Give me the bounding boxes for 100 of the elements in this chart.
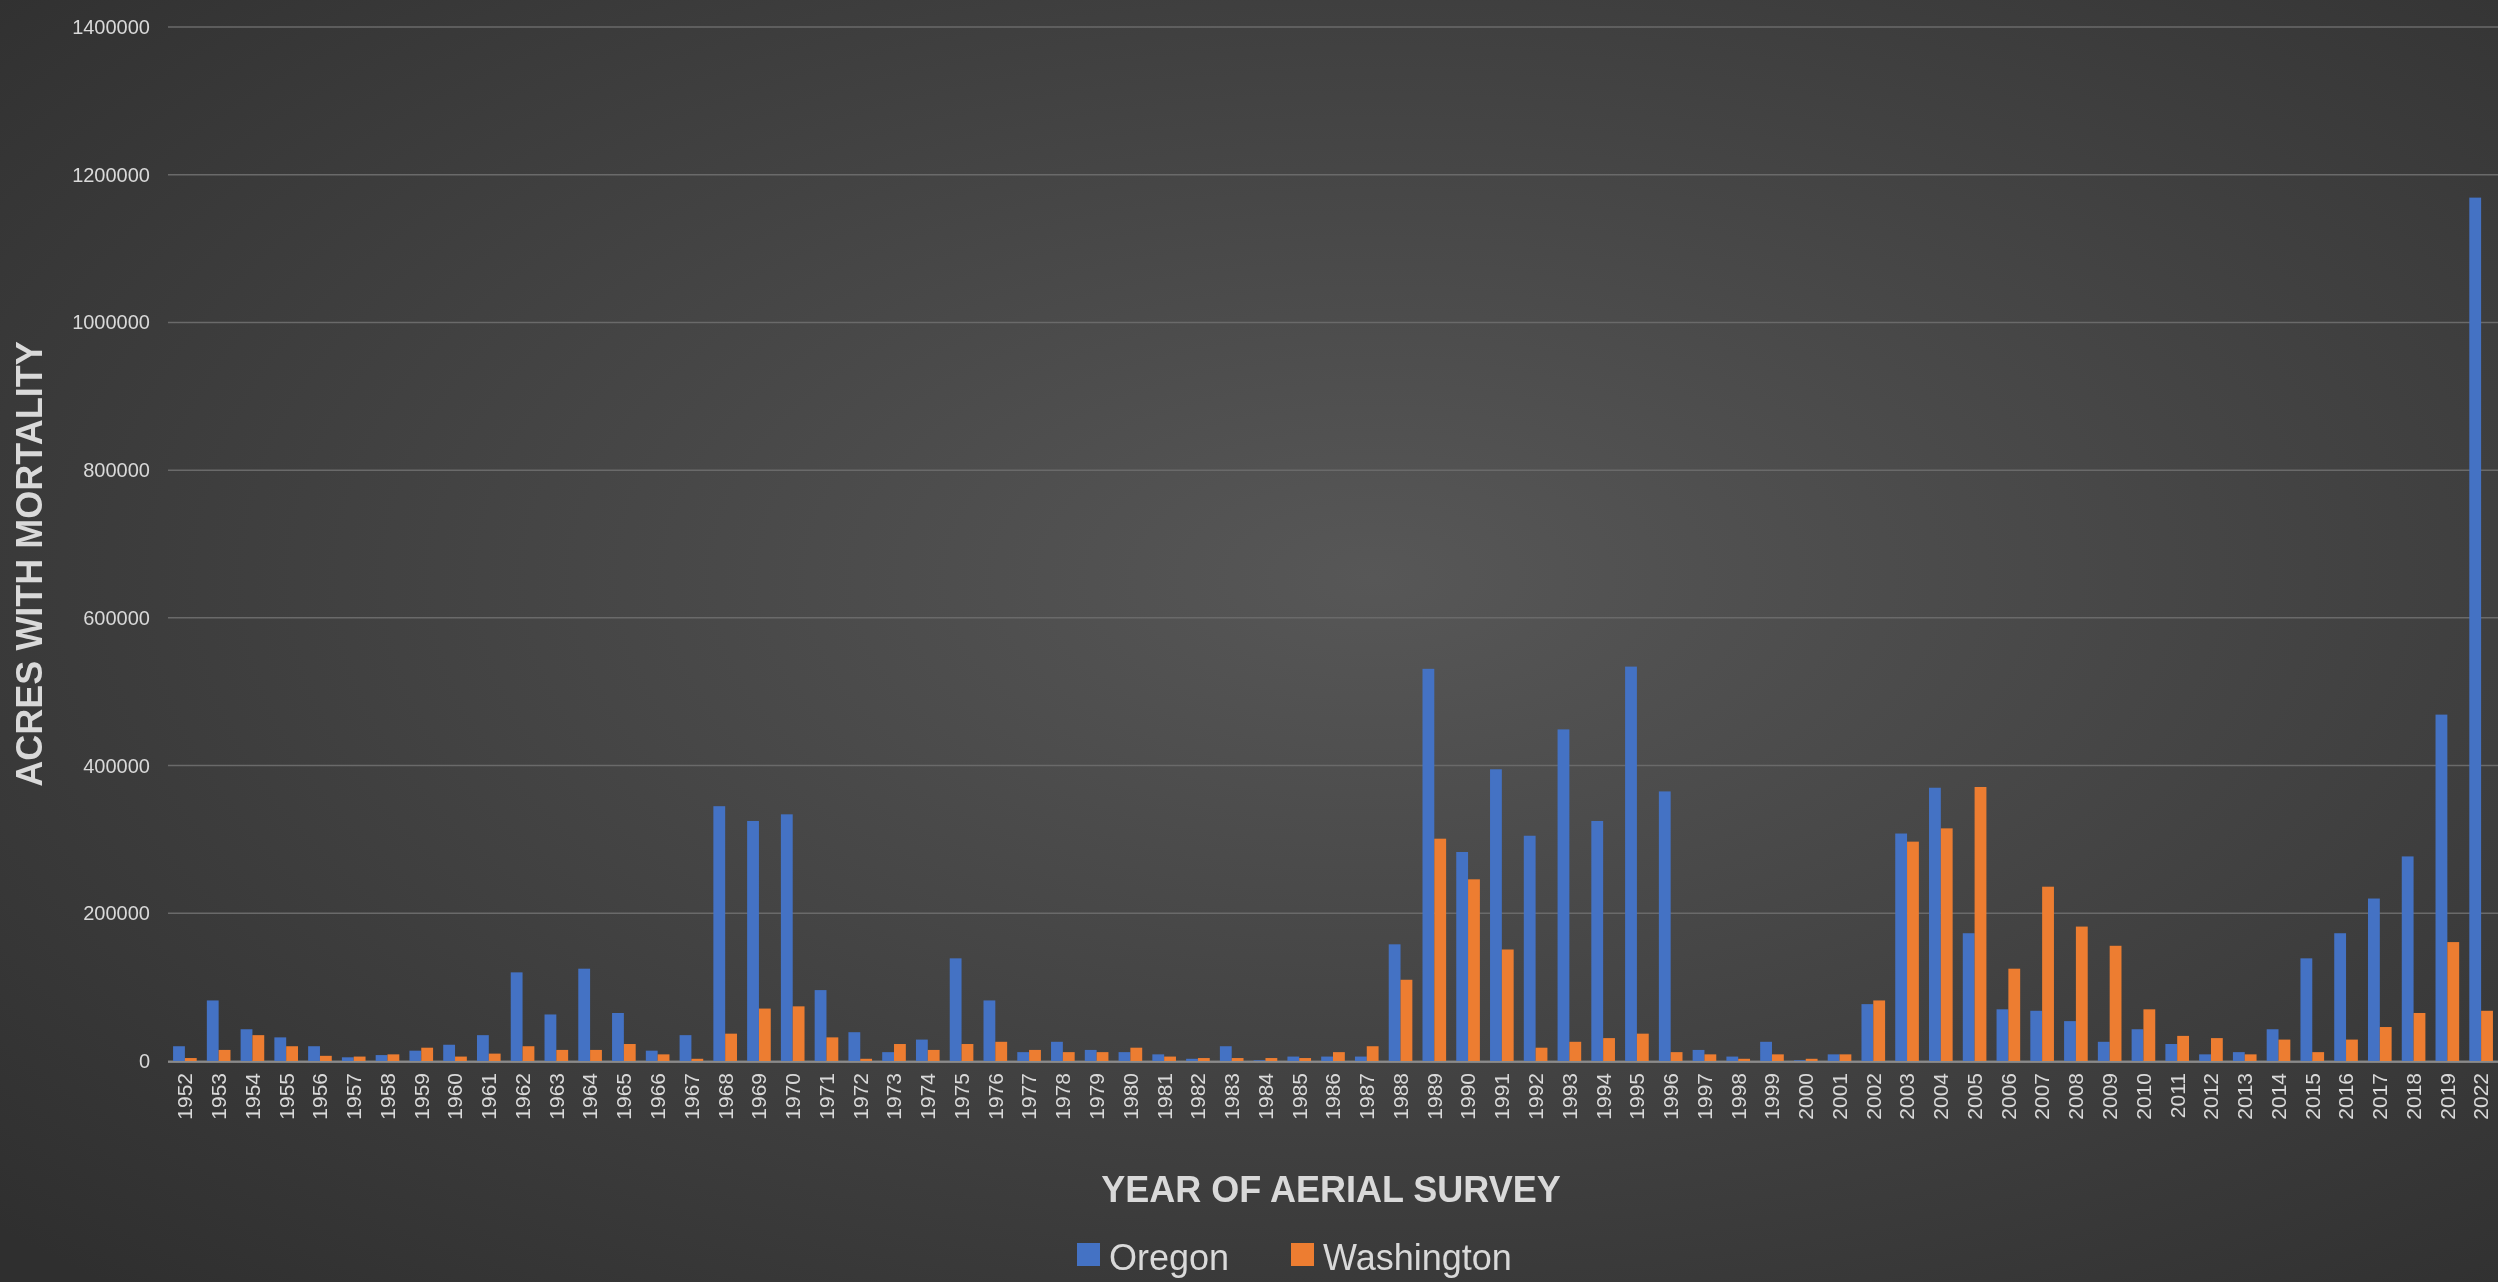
bar: [1726, 1056, 1739, 1061]
bar: [2109, 945, 2122, 1061]
x-tick-label: 1965: [612, 1073, 636, 1120]
x-tick-label: 1987: [1355, 1073, 1379, 1120]
y-tick-label: 600000: [83, 606, 150, 629]
bar: [882, 1052, 895, 1061]
bar: [2210, 1038, 2223, 1061]
x-tick-label: 1997: [1692, 1073, 1716, 1120]
bar: [421, 1047, 434, 1061]
x-tick-label: 2016: [2334, 1073, 2358, 1120]
x-tick-label: 1978: [1051, 1073, 1075, 1120]
bar: [2131, 1029, 2144, 1061]
x-tick-label: 1979: [1084, 1073, 1108, 1120]
x-tick-label: 2022: [2469, 1073, 2493, 1120]
bar: [2300, 958, 2313, 1061]
bar: [1017, 1052, 1030, 1061]
bar: [375, 1055, 388, 1061]
x-tick-label: 1962: [510, 1073, 534, 1120]
bar: [1468, 879, 1480, 1061]
x-tick-label: 2013: [2233, 1073, 2257, 1120]
x-tick-label: 1995: [1625, 1073, 1649, 1120]
x-tick-label: 1968: [713, 1073, 737, 1120]
bar: [894, 1044, 906, 1061]
x-tick-label: 1996: [1659, 1073, 1683, 1120]
bar: [1929, 787, 1941, 1061]
bar: [252, 1035, 265, 1061]
x-tick-label: 2005: [1962, 1073, 1986, 1120]
bar: [2244, 1054, 2257, 1061]
bar: [713, 806, 726, 1061]
bar: [1152, 1054, 1165, 1061]
x-tick-label: 2014: [2266, 1072, 2290, 1120]
bar: [1366, 1046, 1379, 1061]
bar: [1704, 1054, 1717, 1061]
x-tick-label: 1973: [882, 1073, 906, 1120]
bar: [1130, 1047, 1143, 1061]
bar: [2199, 1054, 2211, 1061]
bar: [860, 1058, 873, 1061]
bar: [443, 1044, 456, 1061]
bar: [792, 1006, 805, 1061]
bar: [1873, 1000, 1886, 1061]
x-tick-label: 1990: [1456, 1073, 1480, 1120]
bar: [2447, 942, 2460, 1061]
legend-label: Washington: [1323, 1236, 1512, 1278]
bar: [758, 1008, 771, 1061]
bar: [1501, 949, 1514, 1061]
x-tick-label: 1952: [173, 1073, 197, 1120]
bar: [814, 990, 827, 1061]
bar: [387, 1054, 400, 1061]
bar: [612, 1012, 624, 1061]
x-tick-label: 1998: [1726, 1073, 1750, 1120]
bar: [206, 1000, 219, 1061]
bar: [1333, 1052, 1345, 1061]
x-tick-label: 2002: [1861, 1073, 1885, 1120]
x-tick-label: 2015: [2300, 1073, 2324, 1120]
bar: [274, 1037, 287, 1061]
bar: [2346, 1039, 2358, 1061]
y-tick-label: 0: [138, 1050, 150, 1072]
bar: [1164, 1056, 1176, 1061]
bar: [2413, 1012, 2426, 1061]
bar: [1996, 1009, 2009, 1061]
y-tick-label: 1200000: [72, 163, 150, 186]
x-tick-label: 1971: [814, 1073, 838, 1120]
bar: [556, 1049, 569, 1061]
bar: [1299, 1058, 1312, 1061]
bar: [995, 1041, 1008, 1061]
x-tick-label: 1992: [1523, 1073, 1547, 1120]
x-tick-label: 1985: [1287, 1073, 1311, 1120]
bar: [1490, 769, 1502, 1061]
bar: [409, 1050, 422, 1061]
bar: [1321, 1056, 1333, 1061]
x-tick-label: 2008: [2064, 1073, 2088, 1120]
bar: [1062, 1052, 1075, 1061]
x-tick-label: 1983: [1220, 1073, 1244, 1120]
bar: [510, 972, 523, 1061]
x-tick-label: 1974: [916, 1072, 940, 1120]
bar: [578, 968, 591, 1061]
bar: [2143, 1009, 2156, 1061]
bar: [725, 1033, 737, 1061]
bar: [1692, 1049, 1705, 1061]
bar: [1029, 1049, 1041, 1061]
x-tick-label: 2017: [2368, 1073, 2392, 1120]
bar: [522, 1046, 535, 1061]
bar: [1658, 791, 1671, 1061]
bar: [173, 1046, 185, 1061]
x-tick-label: 2018: [2401, 1073, 2425, 1120]
x-tick-label: 2012: [2199, 1073, 2223, 1120]
bar: [476, 1035, 489, 1061]
bar: [1231, 1058, 1244, 1061]
bar: [2177, 1035, 2190, 1061]
bar: [780, 814, 793, 1061]
bar: [1974, 786, 1987, 1061]
bar: [2075, 926, 2088, 1061]
y-tick-label: 1400000: [72, 16, 150, 38]
bar: [1118, 1052, 1131, 1061]
x-tick-label: 2010: [2131, 1073, 2155, 1120]
x-tick-label: 1977: [1017, 1073, 1041, 1120]
x-tick-label: 1969: [747, 1073, 771, 1120]
bar: [915, 1039, 928, 1061]
bar: [1895, 833, 1908, 1061]
bar: [1388, 944, 1401, 1061]
